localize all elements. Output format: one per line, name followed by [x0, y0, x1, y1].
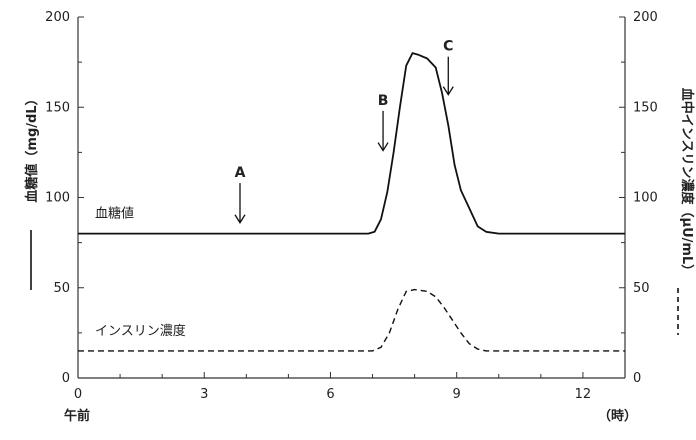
x-tick-label: 0 [74, 387, 82, 402]
series-line-blood-glucose [78, 52, 625, 235]
marker-label-c: C [443, 39, 453, 55]
y-left-axis-title: 血糖値（mg/dL） [24, 92, 40, 202]
y-right-tick-label: 0 [633, 371, 641, 386]
x-tick-label: 6 [326, 387, 334, 402]
series-label-insulin: インスリン濃度 [95, 323, 186, 339]
x-start-label: 午前 [64, 408, 90, 424]
y-right-tick-label: 50 [633, 281, 650, 296]
series-label-blood-glucose: 血糖値 [95, 206, 134, 222]
axes-layer [77, 16, 626, 379]
x-tick-label: 9 [453, 387, 461, 402]
marker-label-a: A [235, 165, 246, 181]
y-left-tick-label: 50 [53, 281, 70, 296]
y-right-tick-label: 150 [633, 100, 658, 115]
marker-label-b: B [378, 93, 389, 109]
y-right-axis-title: 血中インスリン濃度（μU/mL） [679, 88, 695, 277]
x-tick-label: 3 [200, 387, 208, 402]
y-left-tick-label: 200 [45, 10, 70, 25]
x-unit-label: （時） [598, 408, 637, 424]
y-right-tick-label: 100 [633, 191, 658, 206]
series-line-insulin [78, 288, 625, 352]
y-left-tick-label: 100 [45, 191, 70, 206]
series-layer [78, 52, 625, 352]
marker-arrow-head [442, 86, 454, 96]
y-right-tick-label: 200 [633, 10, 658, 25]
y-left-tick-label: 150 [45, 100, 70, 115]
labels-layer: 0 50 100 150 200 0 50 100 150 200 0 3 6 9 12 午前 （時） 血糖値（m… [24, 10, 695, 424]
marker-arrow-head [377, 142, 389, 152]
x-tick-label: 12 [575, 387, 592, 402]
marker-arrow-head [234, 214, 246, 224]
y-left-tick-label: 0 [62, 371, 70, 386]
